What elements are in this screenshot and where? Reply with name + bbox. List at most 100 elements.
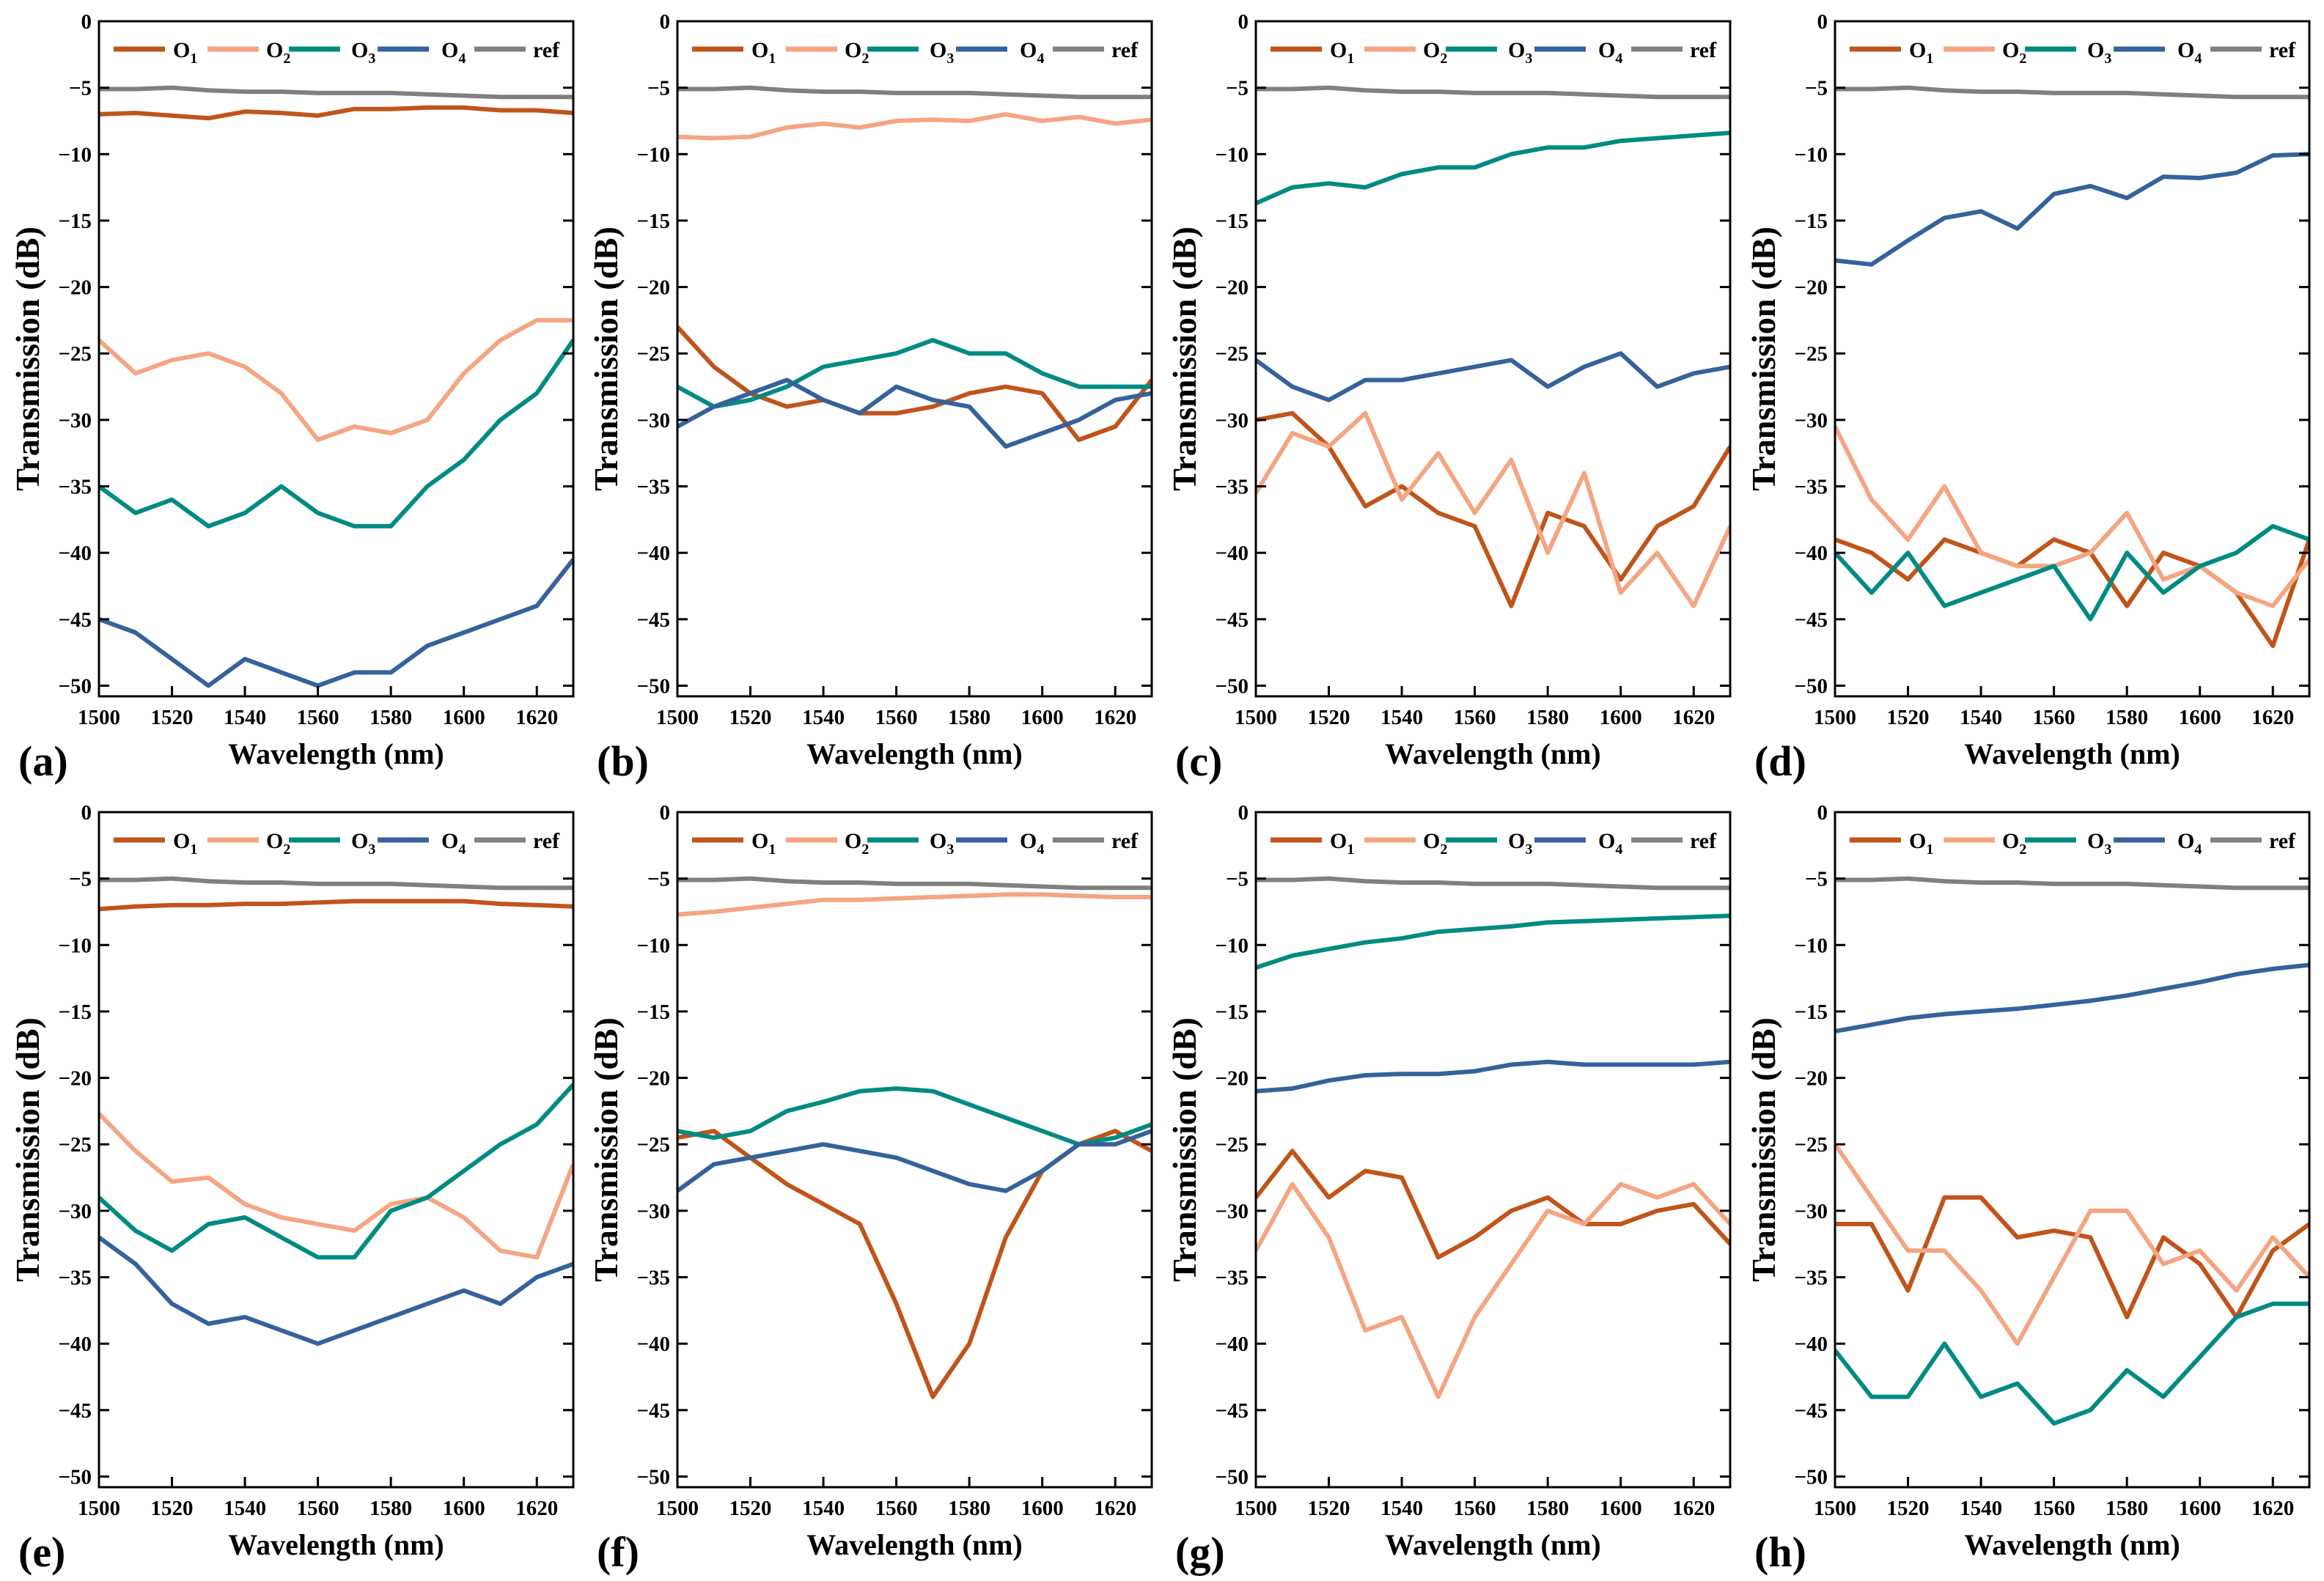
legend-label-O3: O3: [2087, 38, 2111, 67]
x-tick-label: 1540: [802, 1497, 845, 1520]
x-axis-label: Wavelength (nm): [228, 1528, 444, 1561]
series-line-O4: [677, 377, 1152, 449]
y-tick-label: 0: [1238, 801, 1249, 825]
y-tick-label: −5: [69, 77, 92, 100]
y-tick-label: −50: [1794, 1465, 1828, 1489]
y-tick-label: −35: [1794, 1267, 1828, 1290]
series-line-O3: [677, 338, 1152, 409]
legend-subscript: 2: [861, 841, 869, 858]
y-tick-label: −35: [1215, 476, 1249, 499]
x-tick-label: 1600: [443, 1497, 485, 1520]
y-tick-label: −10: [1794, 934, 1828, 957]
legend-label-ref: ref: [2269, 829, 2296, 853]
series-line-O2: [677, 111, 1152, 141]
legend-label-O2: O2: [266, 829, 290, 858]
legend-label-ref: ref: [1111, 829, 1139, 853]
legend-label-O2: O2: [2002, 829, 2026, 858]
y-tick-label: −50: [636, 674, 670, 698]
y-tick-label: −10: [1215, 934, 1249, 957]
legend-label-O4: O4: [1598, 829, 1622, 858]
y-tick-label: −35: [636, 476, 670, 499]
x-axis-label: Wavelength (nm): [1964, 737, 2180, 770]
y-tick-label: 0: [660, 801, 671, 825]
y-tick-label: −40: [58, 1333, 92, 1356]
legend: O1 O2 O3 O4 ref: [114, 829, 560, 858]
panel-label: (e): [18, 1528, 65, 1576]
x-tick-label: 1500: [1814, 706, 1856, 729]
legend-subscript: 2: [861, 51, 869, 67]
legend-subscript: 2: [1440, 51, 1447, 67]
legend-label-O1: O1: [751, 38, 776, 67]
legend-label-O1: O1: [1909, 38, 1933, 67]
y-tick-label: −25: [58, 342, 92, 366]
y-tick-label: −25: [1794, 1133, 1828, 1157]
y-tick-label: −10: [636, 143, 670, 166]
y-tick-label: −5: [647, 868, 670, 891]
legend-subscript: 3: [946, 841, 954, 858]
x-tick-label: 1600: [1021, 706, 1064, 729]
y-tick-label: −50: [58, 1465, 92, 1489]
x-tick-label: 1540: [224, 706, 266, 729]
y-axis-label: Transmission (dB): [1166, 1017, 1203, 1282]
legend-label-O4: O4: [1020, 38, 1044, 67]
legend-subscript: 3: [2104, 841, 2111, 858]
x-tick-label: 1520: [151, 1497, 194, 1520]
legend-subscript: 2: [2019, 51, 2026, 67]
x-tick-label: 1560: [2033, 706, 2075, 729]
legend-label-ref: ref: [2269, 38, 2296, 62]
y-tick-label: 0: [81, 10, 92, 34]
x-tick-label: 1560: [2033, 1497, 2075, 1520]
legend-label-ref: ref: [533, 829, 560, 853]
plot-frame: [1254, 811, 1732, 1489]
series-line-O3: [99, 339, 573, 528]
y-tick-label: −20: [1794, 276, 1828, 300]
legend-subscript: 4: [458, 51, 466, 67]
x-tick-label: 1500: [1235, 1497, 1277, 1520]
x-tick-label: 1600: [1021, 1497, 1064, 1520]
y-axis-label: Transmission (dB): [1166, 226, 1203, 491]
legend-label-ref: ref: [1111, 38, 1139, 62]
x-tick-label: 1560: [875, 706, 918, 729]
series-line-O4: [99, 1235, 573, 1346]
y-tick-label: −20: [58, 276, 92, 300]
panel-a: 0 −5 −10 −15 −20 −25 −30 −35 −40 −45 −50 1500 1520 15…: [9, 10, 575, 785]
y-tick-label: −15: [1215, 1000, 1249, 1024]
series-line-O3: [1256, 913, 1730, 970]
panel-label: (h): [1754, 1528, 1806, 1576]
panel-b: 0 −5 −10 −15 −20 −25 −30 −35 −40 −45 −50 1500 1520 15…: [587, 10, 1153, 785]
y-tick-label: −15: [1794, 210, 1828, 233]
x-tick-label: 1560: [297, 706, 339, 729]
legend-subscript: 4: [1615, 841, 1622, 858]
panel-c: 0 −5 −10 −15 −20 −25 −30 −35 −40 −45 −50 1500 1520 15…: [1166, 10, 1732, 785]
legend-label-O4: O4: [1598, 38, 1622, 67]
series-line-O2: [99, 317, 573, 443]
y-tick-label: −30: [1794, 409, 1828, 432]
panel-label: (g): [1175, 1528, 1225, 1576]
y-tick-label: −35: [636, 1267, 670, 1290]
legend-label-ref: ref: [533, 38, 560, 62]
y-tick-label: −25: [58, 1133, 92, 1157]
x-tick-label: 1520: [151, 706, 194, 729]
y-tick-label: −35: [1794, 476, 1828, 499]
x-tick-label: 1620: [1672, 1497, 1715, 1520]
legend: O1 O2 O3 O4 ref: [692, 829, 1139, 858]
x-tick-label: 1500: [1814, 1497, 1856, 1520]
legend: O1 O2 O3 O4 ref: [1271, 829, 1717, 858]
legend-label-O3: O3: [2087, 829, 2111, 858]
x-tick-label: 1560: [1454, 706, 1496, 729]
series-line-O1: [99, 105, 573, 121]
legend-subscript: 3: [946, 51, 954, 67]
legend: O1 O2 O3 O4 ref: [1850, 38, 2296, 67]
x-tick-label: 1560: [875, 1497, 918, 1520]
x-tick-label: 1620: [2251, 1497, 2294, 1520]
y-axis-label: Transmission (dB): [1745, 226, 1782, 491]
series-line-ref: [1256, 85, 1730, 100]
series-line-ref: [677, 85, 1152, 100]
y-tick-label: −50: [1215, 674, 1249, 698]
y-tick-label: −20: [58, 1067, 92, 1091]
legend-subscript: 3: [368, 51, 375, 67]
y-tick-label: −35: [58, 1267, 92, 1290]
plot-frame: [98, 20, 575, 698]
x-tick-label: 1500: [78, 1497, 120, 1520]
